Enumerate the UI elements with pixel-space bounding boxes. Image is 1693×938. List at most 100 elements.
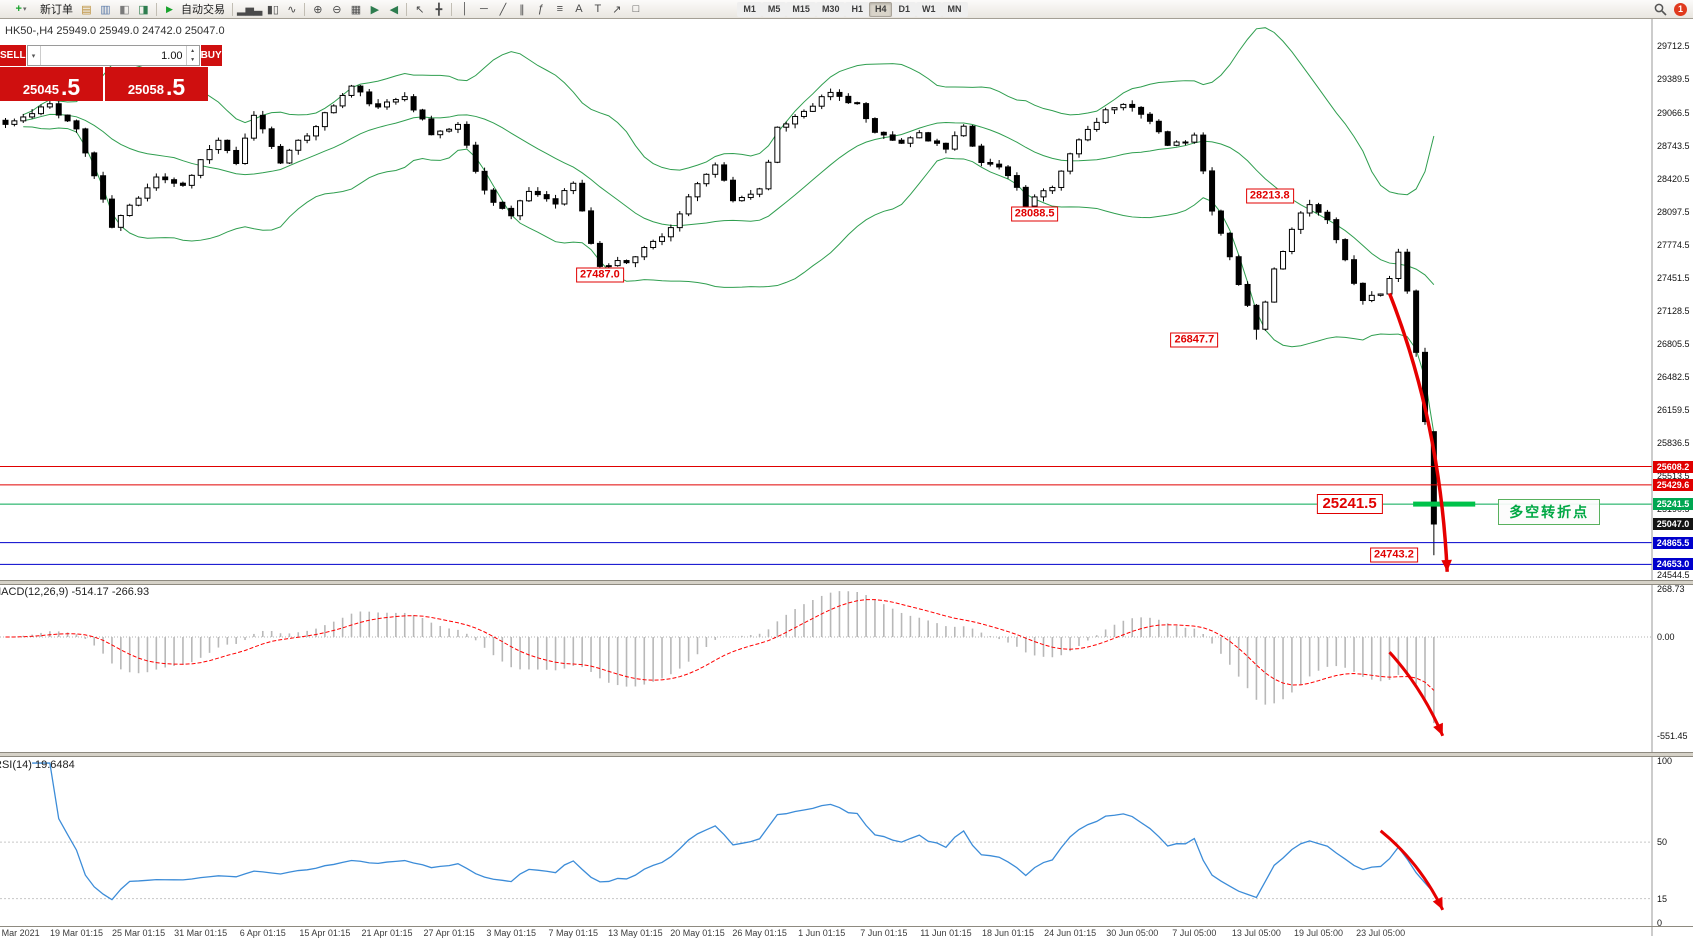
- timeframe-MN[interactable]: MN: [941, 1, 968, 17]
- macd-histogram: [13, 591, 1435, 724]
- time-label: 1 Jun 01:15: [798, 928, 846, 938]
- price-callout[interactable]: 25241.5: [1316, 494, 1383, 515]
- vertical-line-icon[interactable]: │: [455, 1, 474, 17]
- zoom-in-icon[interactable]: ⊕: [308, 1, 327, 17]
- time-label: 21 Apr 01:15: [361, 928, 413, 938]
- price-tag: 25429.6: [1653, 478, 1693, 491]
- search-icon[interactable]: [1651, 1, 1670, 17]
- time-label: 7 Jul 05:00: [1172, 928, 1217, 938]
- timeframe-M30[interactable]: M30: [815, 1, 846, 17]
- time-label: 6 Apr 01:15: [239, 928, 286, 938]
- new-order-icon: +: [15, 3, 22, 15]
- toolbar-separator: [232, 2, 233, 16]
- crosshair-icon[interactable]: ╋: [429, 1, 448, 17]
- indicators-icon[interactable]: ≡: [550, 1, 569, 17]
- volume-control: ▾ ▲▼: [26, 45, 200, 66]
- time-label: 30 Jun 05:00: [1106, 928, 1159, 938]
- stepper-down-icon[interactable]: ▼: [190, 57, 196, 64]
- print-icon[interactable]: ▥: [96, 1, 115, 17]
- time-label: 7 Jun 01:15: [860, 928, 908, 938]
- turning-point-annotation[interactable]: 多空转折点: [1498, 499, 1601, 526]
- bollinger-bands: [23, 27, 1435, 434]
- new-order-button[interactable]: + ▾: [4, 1, 38, 17]
- label-icon[interactable]: T: [588, 1, 607, 17]
- zoom-out-icon[interactable]: ⊖: [327, 1, 346, 17]
- time-label: 15 Apr 01:15: [299, 928, 351, 938]
- time-label: 20 May 01:15: [670, 928, 725, 938]
- auto-scroll-icon[interactable]: ▶: [365, 1, 384, 17]
- data-window-icon[interactable]: ◧: [115, 1, 134, 17]
- timeframe-M5[interactable]: M5: [761, 1, 787, 17]
- price-callout[interactable]: 28088.5: [1010, 206, 1059, 221]
- one-click-trading-panel: SELL ▾ ▲▼ BUY 25045.5 25058.5: [0, 45, 222, 101]
- price-tick: 26482.5: [1657, 372, 1690, 383]
- toolbar: + ▾ 新订单 ▤ ▥ ◧ ◨ ▶ 自动交易 ▂▅▃ ▮▯ ∿ ⊕ ⊖ ▦ ▶ ◀ ↖ ╋ │ ─ ╱ ∥ ƒ ≡ A…: [0, 0, 1693, 19]
- price-callout[interactable]: 28213.8: [1245, 188, 1294, 204]
- new-order-label: 新订单: [40, 4, 73, 16]
- chart-bars-icon[interactable]: ▂▅▃: [236, 1, 263, 17]
- price-chart-canvas[interactable]: [0, 19, 1693, 936]
- price-tick: 28097.5: [1657, 206, 1690, 217]
- arrows-tool-icon[interactable]: ↗: [607, 1, 626, 17]
- price-tick: 27451.5: [1657, 272, 1690, 283]
- toolbar-separator: [304, 2, 306, 16]
- price-tick: 29389.5: [1657, 74, 1690, 85]
- stepper-up-icon[interactable]: ▲: [190, 47, 196, 54]
- channel-icon[interactable]: ∥: [512, 1, 531, 17]
- trend-arrow[interactable]: [1379, 829, 1445, 911]
- panel-splitter[interactable]: [0, 580, 1693, 585]
- timeframe-toolbar: M1 M5 M15 M30 H1 H4 D1 W1 MN: [737, 1, 968, 17]
- macd-axis-label: -551.45: [1657, 731, 1688, 742]
- text-icon[interactable]: A: [569, 1, 588, 17]
- trend-arrow-head: [1433, 722, 1443, 736]
- charts-grid-icon[interactable]: ▤: [77, 1, 96, 17]
- shapes-icon[interactable]: □: [626, 1, 645, 17]
- sell-tab[interactable]: SELL: [0, 45, 26, 66]
- chart-shift-icon[interactable]: ◀: [384, 1, 403, 17]
- price-callout[interactable]: 26847.7: [1170, 332, 1219, 348]
- timeframe-H4[interactable]: H4: [868, 1, 893, 17]
- volume-stepper[interactable]: ▲ ▼: [185, 46, 199, 65]
- time-label: 23 Jul 05:00: [1356, 928, 1406, 938]
- timeframe-M1[interactable]: M1: [737, 1, 762, 17]
- horizontal-line-icon[interactable]: ─: [474, 1, 493, 17]
- price-tick: 26805.5: [1657, 338, 1690, 349]
- turning-zone-bar[interactable]: [1413, 501, 1476, 507]
- time-label: 11 Jun 01:15: [920, 928, 972, 938]
- toolbar-separator: [451, 2, 453, 16]
- price-tag: 24653.0: [1653, 558, 1693, 571]
- buy-button[interactable]: 25058.5: [105, 67, 208, 101]
- timeframe-H1[interactable]: H1: [845, 1, 869, 17]
- time-label: 27 Apr 01:15: [423, 928, 475, 938]
- navigator-icon[interactable]: ◨: [134, 1, 153, 17]
- auto-trading-button[interactable]: ▶: [160, 1, 179, 17]
- tile-windows-icon[interactable]: ▦: [346, 1, 365, 17]
- timeframe-D1[interactable]: D1: [892, 1, 916, 17]
- chart-candles-icon[interactable]: ▮▯: [263, 1, 282, 17]
- candles: [2, 84, 1437, 556]
- auto-trading-label: 自动交易: [181, 4, 225, 16]
- volume-input[interactable]: [40, 46, 186, 65]
- timeframe-W1[interactable]: W1: [916, 1, 942, 17]
- chart-window[interactable]: HK50-,H4 25949.0 25949.0 24742.0 25047.0…: [0, 19, 1693, 938]
- sell-button[interactable]: 25045.5: [0, 67, 103, 101]
- trend-arrow-head: [1441, 559, 1452, 572]
- trendline-icon[interactable]: ╱: [493, 1, 512, 17]
- price-tick: 25836.5: [1657, 438, 1690, 449]
- macd-signal-line: [5, 599, 1435, 691]
- chart-line-icon[interactable]: ∿: [282, 1, 301, 17]
- rsi-line: [32, 762, 1435, 901]
- fibonacci-icon[interactable]: ƒ: [531, 1, 550, 17]
- price-callout[interactable]: 27487.0: [576, 267, 624, 283]
- price-callout[interactable]: 24743.2: [1370, 547, 1418, 563]
- cursor-icon[interactable]: ↖: [410, 1, 429, 17]
- time-label: 7 May 01:15: [548, 928, 599, 938]
- trend-arrow[interactable]: [1387, 292, 1449, 572]
- horizontal-line-objects[interactable]: [0, 466, 1652, 565]
- timeframe-M15[interactable]: M15: [786, 1, 816, 17]
- volume-dropdown-icon[interactable]: ▾: [28, 46, 41, 65]
- price-tag: 24865.5: [1653, 536, 1693, 549]
- panel-splitter[interactable]: [0, 752, 1693, 757]
- buy-tab[interactable]: BUY: [200, 45, 222, 66]
- notification-badge[interactable]: 1: [1674, 2, 1687, 16]
